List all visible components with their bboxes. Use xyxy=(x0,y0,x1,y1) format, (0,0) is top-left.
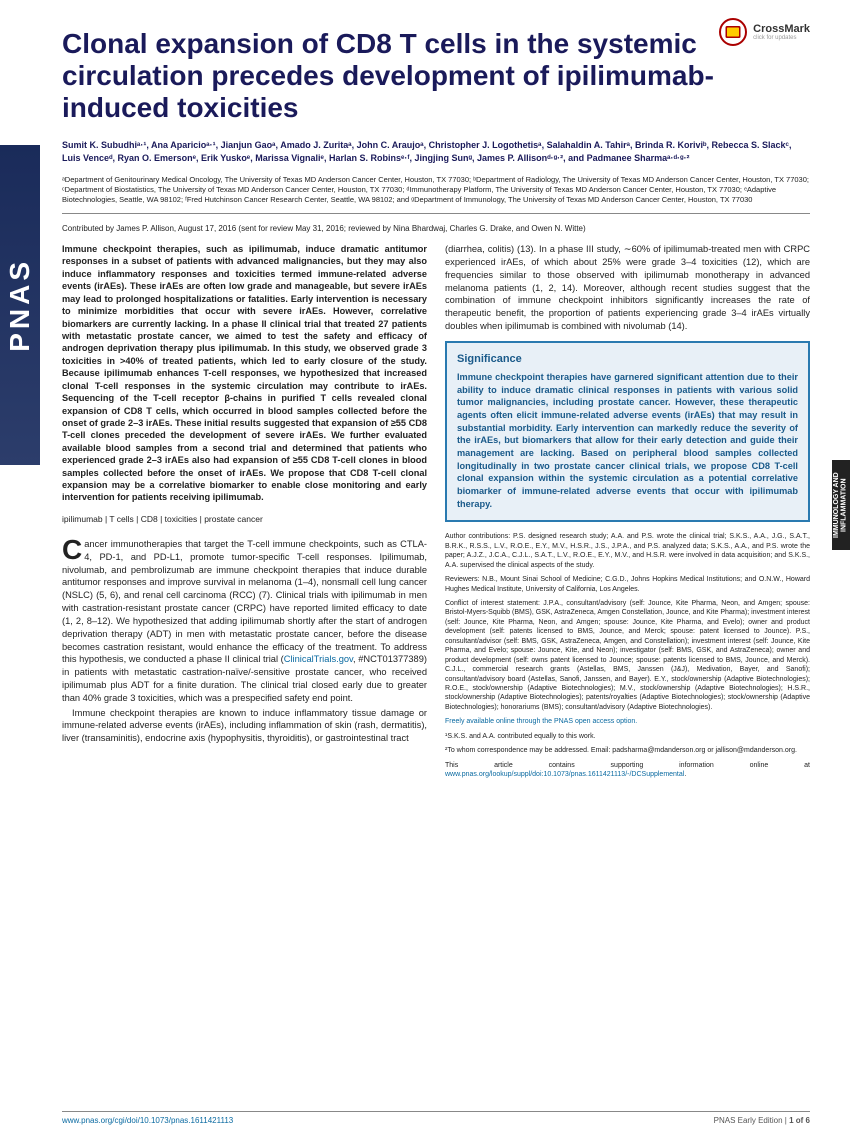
reviewers: Reviewers: N.B., Mount Sinai School of M… xyxy=(445,575,810,594)
body-left: Cancer immunotherapies that target the T… xyxy=(62,538,427,745)
body-col2-p1: (diarrhea, colitis) (13). In a phase III… xyxy=(445,243,810,333)
conflict: Conflict of interest statement: J.P.A., … xyxy=(445,599,810,712)
doi-link[interactable]: www.pnas.org/cgi/doi/10.1073/pnas.161142… xyxy=(62,1116,233,1125)
significance-title: Significance xyxy=(457,353,798,365)
abstract: Immune checkpoint therapies, such as ipi… xyxy=(62,243,427,504)
affiliations: ᵃDepartment of Genitourinary Medical Onc… xyxy=(62,175,810,214)
contributed-line: Contributed by James P. Allison, August … xyxy=(62,224,810,233)
dropcap: C xyxy=(62,538,84,562)
contributions: Author contributions: P.S. designed rese… xyxy=(445,532,810,570)
crossmark-label: CrossMark xyxy=(753,23,810,35)
page-footer: www.pnas.org/cgi/doi/10.1073/pnas.161142… xyxy=(62,1111,810,1125)
crossmark-badge[interactable]: CrossMark click for updates xyxy=(719,18,810,46)
supplement-note: This article contains supporting informa… xyxy=(445,761,810,780)
footnote-2: ²To whom correspondence may be addressed… xyxy=(445,746,810,755)
supplement-link[interactable]: www.pnas.org/lookup/suppl/doi:10.1073/pn… xyxy=(445,771,684,778)
significance-box: Significance Immune checkpoint therapies… xyxy=(445,341,810,523)
body-right-top: (diarrhea, colitis) (13). In a phase III… xyxy=(445,243,810,333)
open-access: Freely available online through the PNAS… xyxy=(445,717,810,726)
keywords: ipilimumab | T cells | CD8 | toxicities … xyxy=(62,514,427,524)
authors-list: Sumit K. Subudhiᵃ·¹, Ana Aparicioᵃ·¹, Ji… xyxy=(62,139,810,165)
body-p2: Immune checkpoint therapies are known to… xyxy=(62,707,427,745)
article-title: Clonal expansion of CD8 T cells in the s… xyxy=(62,28,810,125)
footnote-1: ¹S.K.S. and A.A. contributed equally to … xyxy=(445,732,810,741)
page-number: PNAS Early Edition | 1 of 6 xyxy=(714,1116,810,1125)
crossmark-sub: click for updates xyxy=(753,35,810,41)
clinical-trials-link[interactable]: ClinicalTrials.gov xyxy=(284,654,353,664)
significance-body: Immune checkpoint therapies have garnere… xyxy=(457,371,798,511)
body-p1a: ancer immunotherapies that target the T-… xyxy=(62,539,427,664)
crossmark-icon xyxy=(719,18,747,46)
